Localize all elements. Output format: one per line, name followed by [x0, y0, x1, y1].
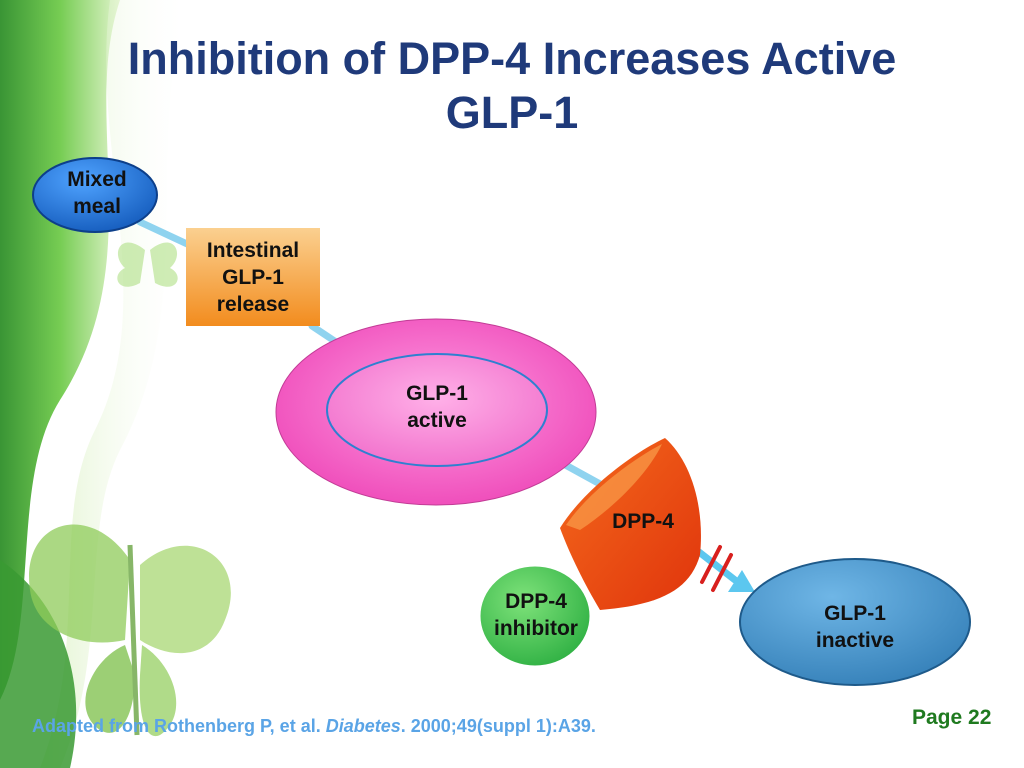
- dpp4-inhibitor-node: [475, 561, 595, 671]
- citation-journal: Diabetes: [325, 716, 401, 736]
- intestinal-release-label-line-1: Intestinal: [206, 239, 300, 262]
- citation-prefix: Adapted from Rothenberg P, et al.: [32, 716, 326, 736]
- intestinal-release-label: Intestinal GLP-1 release: [186, 237, 320, 318]
- dpp4-enzyme-node: [560, 438, 701, 610]
- arrowhead-icon: [728, 570, 755, 592]
- glp1-inactive-label-line-1: GLP-1: [824, 602, 886, 625]
- dpp4-inhibitor-label-line-1: DPP-4: [505, 590, 567, 613]
- slide-title: Inhibition of DPP-4 Increases Active GLP…: [0, 32, 1024, 140]
- glp1-inactive-label-line-2: inactive: [815, 629, 895, 652]
- glp1-active-node: [326, 353, 548, 467]
- dpp4-label: DPP-4: [598, 508, 688, 535]
- mixed-meal-node: [32, 157, 158, 233]
- glp1-active-label: GLP-1 active: [382, 380, 492, 434]
- glp1-active-label-line-1: GLP-1: [406, 382, 468, 405]
- intestinal-release-node: [186, 228, 320, 326]
- citation: Adapted from Rothenberg P, et al. Diabet…: [32, 716, 596, 737]
- blocked-marker-icon: [700, 545, 733, 592]
- dpp4-inhibitor-label: DPP-4 inhibitor: [480, 588, 592, 642]
- intestinal-release-label-line-3: release: [216, 293, 290, 316]
- glp1-inactive-label: GLP-1 inactive: [800, 600, 910, 654]
- mixed-meal-label-line-2: meal: [73, 195, 121, 218]
- slide-title-line-1: Inhibition of DPP-4 Increases Active: [127, 33, 897, 84]
- large-butterfly-icon: [29, 524, 231, 737]
- dpp4-label-text: DPP-4: [612, 510, 674, 533]
- dpp4-enzyme-highlight: [566, 444, 662, 530]
- slide-title-line-2: GLP-1: [445, 87, 579, 138]
- glp1-inactive-node: [739, 558, 971, 686]
- dpp4-inhibitor-label-line-2: inhibitor: [494, 617, 578, 640]
- ribbon-bottom-shape: [0, 560, 77, 768]
- mixed-meal-label: Mixed meal: [52, 166, 142, 220]
- citation-suffix: . 2000;49(suppl 1):A39.: [400, 716, 596, 736]
- glp1-active-label-line-2: active: [407, 409, 467, 432]
- small-butterfly-icon: [117, 242, 178, 287]
- mixed-meal-label-line-1: Mixed: [67, 168, 127, 191]
- page-number: Page 22: [912, 706, 992, 729]
- intestinal-release-label-line-2: GLP-1: [222, 266, 284, 289]
